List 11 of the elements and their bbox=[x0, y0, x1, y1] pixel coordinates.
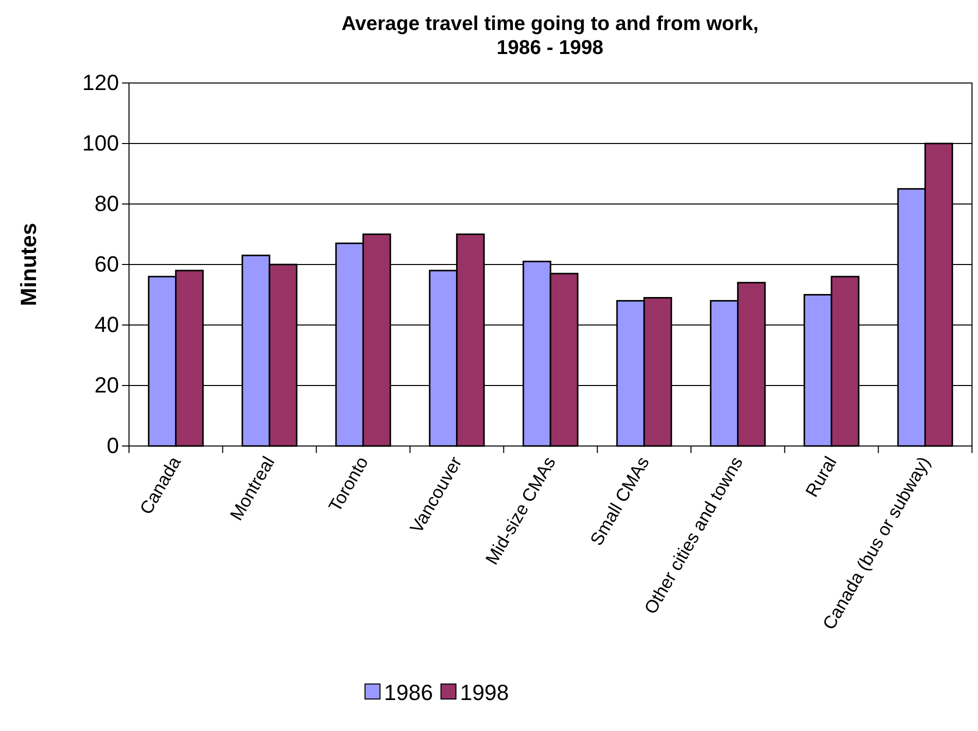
y-tick-label: 20 bbox=[94, 372, 119, 398]
y-axis-title: Minutes bbox=[16, 222, 41, 306]
y-tick-label: 120 bbox=[82, 70, 119, 96]
y-tick-label: 80 bbox=[94, 191, 119, 216]
y-tick-label: 100 bbox=[82, 130, 119, 156]
chart-title: Average travel time going to and from work, 1986 - 1998 bbox=[341, 13, 759, 59]
y-tick-label: 0 bbox=[106, 433, 119, 458]
y-tick-label: 40 bbox=[94, 312, 119, 338]
legend-label: 1998 bbox=[460, 680, 509, 705]
y-tick-label: 60 bbox=[94, 252, 119, 277]
legend-label: 1986 bbox=[384, 680, 433, 705]
